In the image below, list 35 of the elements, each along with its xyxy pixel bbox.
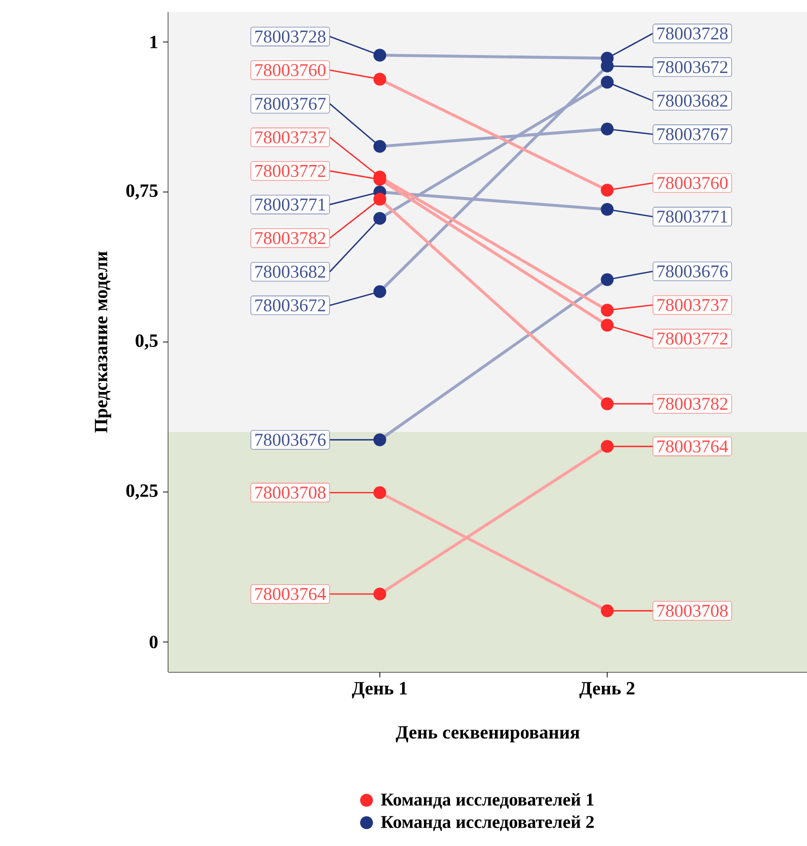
- legend-label: 78003772: [657, 332, 728, 345]
- legend-label: 78003728: [657, 27, 728, 40]
- legend-label: 78003676: [657, 265, 728, 278]
- text: 78003760: [255, 64, 326, 76]
- text: 78003764: [255, 588, 326, 600]
- legend-label: 78003672: [657, 61, 728, 74]
- text: 78003737: [255, 131, 326, 144]
- y-tick-label: 0,75: [126, 184, 158, 200]
- x-tick-label: День 1: [352, 682, 407, 698]
- text: 78003728: [255, 30, 326, 43]
- legend-label: Команда исследователей 1: [380, 793, 594, 809]
- legend-label: 78003771: [657, 210, 728, 223]
- y-tick-label: 1: [150, 36, 158, 48]
- y-tick-label: 0: [150, 636, 158, 648]
- y-axis-title: Предсказание модели: [94, 251, 111, 433]
- x-tick-label: День 2: [579, 682, 634, 698]
- y-tick-label: 0,5: [136, 334, 158, 350]
- legend-label: 78003764: [657, 440, 728, 452]
- legend-label: 78003767: [657, 128, 728, 140]
- text: 78003708: [255, 486, 326, 499]
- legend-label: 78003682: [657, 94, 728, 107]
- legend-label: 78003708: [657, 604, 728, 617]
- x-axis-title: День секвенирования: [396, 726, 580, 742]
- text: 78003682: [255, 266, 326, 278]
- text: 78003676: [255, 434, 326, 446]
- text: 78003782: [255, 232, 326, 244]
- text: 78003767: [255, 98, 326, 110]
- legend-label: 78003737: [657, 298, 728, 312]
- y-tick-label: 0,25: [126, 484, 158, 500]
- text: 78003771: [255, 198, 325, 211]
- text: 78003772: [255, 164, 326, 178]
- text: 78003672: [255, 299, 326, 312]
- legend-label: 78003782: [657, 398, 728, 410]
- legend-label: Команда исследователей 2: [380, 815, 594, 832]
- legend-label: 78003760: [657, 176, 728, 190]
